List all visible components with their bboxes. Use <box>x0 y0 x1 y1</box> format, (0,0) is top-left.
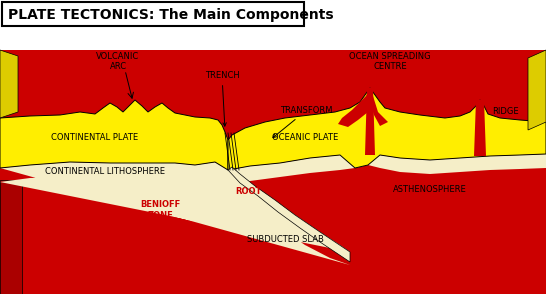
Text: OCEANIC PLATE: OCEANIC PLATE <box>272 133 338 143</box>
Polygon shape <box>228 167 350 262</box>
Polygon shape <box>474 100 486 156</box>
Text: ROOT: ROOT <box>235 188 262 196</box>
Polygon shape <box>0 50 18 118</box>
Polygon shape <box>228 88 546 170</box>
Text: ASTHENOSPHERE: ASTHENOSPHERE <box>393 186 467 195</box>
Text: TRENCH: TRENCH <box>205 71 239 126</box>
Text: PLATE TECTONICS: The Main Components: PLATE TECTONICS: The Main Components <box>8 8 334 22</box>
Text: CONTINENTAL LITHOSPHERE: CONTINENTAL LITHOSPHERE <box>45 168 165 176</box>
Polygon shape <box>0 100 228 170</box>
Polygon shape <box>528 50 546 130</box>
Polygon shape <box>369 88 388 126</box>
Text: SUBDUCTED SLAB: SUBDUCTED SLAB <box>247 235 323 245</box>
Text: CONTINENTAL PLATE: CONTINENTAL PLATE <box>51 133 139 143</box>
FancyBboxPatch shape <box>2 2 304 26</box>
Text: VOLCANIC
ARC: VOLCANIC ARC <box>97 52 140 71</box>
Polygon shape <box>0 180 22 294</box>
Text: BENIOFF
ZONE: BENIOFF ZONE <box>140 200 180 220</box>
Polygon shape <box>0 161 350 265</box>
Polygon shape <box>338 88 372 127</box>
Polygon shape <box>365 88 375 155</box>
Polygon shape <box>228 152 546 185</box>
Text: RIDGE: RIDGE <box>492 108 519 116</box>
Polygon shape <box>0 50 546 294</box>
Text: OCEAN SPREADING
CENTRE: OCEAN SPREADING CENTRE <box>349 52 431 71</box>
Text: TRANSFORM: TRANSFORM <box>273 106 333 138</box>
